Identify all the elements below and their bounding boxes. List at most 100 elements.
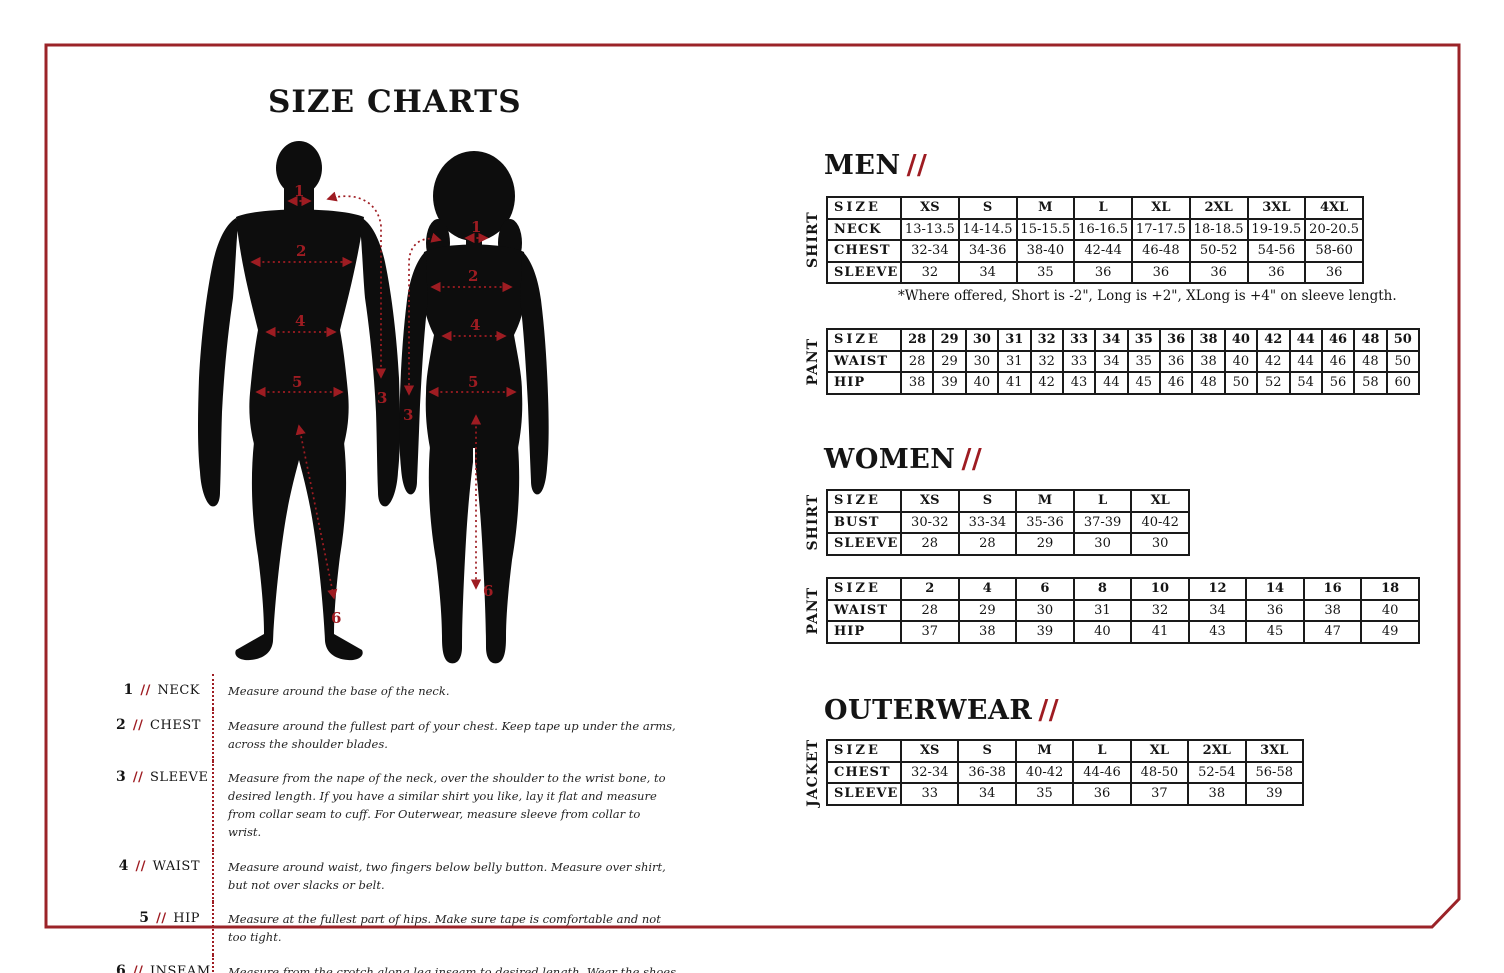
value-cell: 34-36 bbox=[957, 239, 1018, 263]
value-cell: 32 bbox=[1130, 598, 1190, 622]
header-cell: 33 bbox=[1061, 328, 1097, 352]
header-cell: SIZE bbox=[826, 489, 902, 513]
header-cell: SIZE bbox=[826, 577, 902, 601]
svg-text:4: 4 bbox=[295, 312, 305, 330]
definition-term: NECK bbox=[157, 683, 200, 698]
svg-text:6: 6 bbox=[483, 582, 493, 600]
header-cell: 29 bbox=[932, 328, 967, 352]
definition-slashes: // bbox=[140, 683, 151, 698]
svg-text:5: 5 bbox=[468, 373, 478, 391]
definition-number: 3 bbox=[116, 769, 127, 786]
header-cell: XS bbox=[900, 196, 960, 220]
header-cell: XL bbox=[1129, 739, 1190, 763]
value-cell: 54-56 bbox=[1246, 239, 1307, 263]
table-header-row: SIZE 28 29 30 31 32 33 34 35 36 38 40 42 44 46 48 50 bbox=[826, 328, 1421, 352]
header-cell: L bbox=[1073, 196, 1133, 220]
value-cell: 50 bbox=[1385, 349, 1421, 373]
outerwear-heading: OUTERWEAR// bbox=[824, 695, 1059, 726]
value-cell: 44 bbox=[1094, 371, 1129, 395]
svg-text:3: 3 bbox=[403, 406, 413, 424]
outerwear-heading-slashes: // bbox=[1038, 695, 1060, 726]
value-cell: 28 bbox=[900, 532, 960, 556]
header-cell: L bbox=[1072, 489, 1133, 513]
header-cell: 3XL bbox=[1246, 196, 1307, 220]
definition-description: Measure around the fullest part of your … bbox=[212, 708, 676, 762]
definition-term: INSEAM bbox=[150, 963, 211, 973]
header-cell: XL bbox=[1131, 196, 1191, 220]
row-label-cell: WAIST bbox=[826, 598, 902, 622]
table-row: SLEEVE 33 34 35 36 37 38 39 bbox=[826, 782, 1305, 806]
men-pant-side-label: PANT bbox=[805, 337, 821, 386]
row-label-cell: SLEEVE bbox=[826, 260, 902, 284]
table-row: BUST 30-32 33-34 35-36 37-39 40-42 bbox=[826, 510, 1190, 534]
measurement-numbers: 1 2 3 4 5 6 1 2 3 4 5 6 bbox=[292, 182, 493, 627]
value-cell: 44-46 bbox=[1072, 760, 1132, 784]
women-heading: WOMEN// bbox=[824, 444, 982, 475]
header-cell: 32 bbox=[1029, 328, 1064, 352]
header-cell: M bbox=[1015, 196, 1076, 220]
size-table: SIZE 2 4 6 8 10 12 14 16 18 WAIST 28 29 30 31 32 34 36 38 4… bbox=[826, 577, 1420, 644]
svg-text:2: 2 bbox=[296, 242, 306, 260]
svg-text:4: 4 bbox=[470, 316, 480, 334]
definition-slashes: // bbox=[132, 770, 144, 786]
definition-slashes: // bbox=[135, 858, 147, 874]
value-cell: 45 bbox=[1126, 371, 1162, 395]
header-cell: S bbox=[957, 196, 1018, 220]
header-cell: SIZE bbox=[826, 328, 902, 352]
value-cell: 30 bbox=[1072, 532, 1133, 556]
table-row: CHEST 32-34 36-38 40-42 44-46 48-50 52-54 56-58 bbox=[826, 760, 1305, 784]
value-cell: 30 bbox=[1015, 598, 1075, 622]
header-cell: 36 bbox=[1158, 328, 1194, 352]
value-cell: 37-39 bbox=[1072, 510, 1133, 534]
table-header-row: SIZE 2 4 6 8 10 12 14 16 18 bbox=[826, 577, 1420, 601]
value-cell: 36 bbox=[1245, 598, 1305, 622]
value-cell: 15-15.5 bbox=[1015, 217, 1076, 241]
men-shirt-side-label: SHIRT bbox=[805, 211, 821, 269]
female-silhouette bbox=[399, 151, 549, 664]
header-cell: 35 bbox=[1126, 328, 1162, 352]
value-cell: 16-16.5 bbox=[1073, 217, 1133, 241]
definition-number: 1 bbox=[123, 682, 134, 698]
svg-text:1: 1 bbox=[294, 182, 304, 200]
header-cell: 2XL bbox=[1187, 739, 1247, 763]
definition-number: 5 bbox=[139, 910, 150, 927]
size-table: SIZE XS S M L XL 2XL 3XL CHEST 32-34 36-38 40-42 44-… bbox=[826, 739, 1305, 806]
row-label-cell: CHEST bbox=[826, 760, 902, 784]
value-cell: 56 bbox=[1320, 371, 1356, 395]
header-cell: S bbox=[957, 489, 1018, 513]
value-cell: 30 bbox=[1130, 532, 1190, 556]
value-cell: 32 bbox=[1029, 349, 1064, 373]
header-cell: 2 bbox=[900, 577, 960, 601]
value-cell: 38 bbox=[1191, 349, 1226, 373]
value-cell: 45 bbox=[1245, 620, 1305, 644]
value-cell: 17-17.5 bbox=[1131, 217, 1191, 241]
value-cell: 48 bbox=[1191, 371, 1226, 395]
svg-text:5: 5 bbox=[292, 373, 302, 391]
value-cell: 42 bbox=[1029, 371, 1064, 395]
outerwear-jacket-table: JACKET SIZE XS S M L XL 2XL 3XL CHEST 32-34 36-38 4… bbox=[800, 739, 1305, 807]
value-cell: 19-19.5 bbox=[1246, 217, 1307, 241]
definition-label: 1 // NECK bbox=[116, 674, 212, 709]
header-cell: 14 bbox=[1245, 577, 1305, 601]
value-cell: 39 bbox=[1244, 782, 1305, 806]
table-header-row: SIZE XS S M L XL bbox=[826, 489, 1190, 513]
value-cell: 38 bbox=[1187, 782, 1247, 806]
table-row: SLEEVE 28 28 29 30 30 bbox=[826, 532, 1190, 556]
table-row: HIP 37 38 39 40 41 43 45 47 49 bbox=[826, 620, 1420, 644]
svg-text:1: 1 bbox=[471, 218, 481, 236]
row-label-cell: CHEST bbox=[826, 239, 902, 263]
value-cell: 42-44 bbox=[1073, 239, 1133, 263]
value-cell: 38 bbox=[957, 620, 1018, 644]
definition-description: Measure around the base of the neck. bbox=[212, 674, 676, 709]
definition-label: 2 // CHEST bbox=[116, 709, 212, 762]
header-cell: 46 bbox=[1320, 328, 1356, 352]
header-cell: 28 bbox=[899, 328, 935, 352]
value-cell: 31 bbox=[997, 349, 1032, 373]
value-cell: 47 bbox=[1302, 620, 1363, 644]
value-cell: 48 bbox=[1353, 349, 1388, 373]
value-cell: 28 bbox=[899, 349, 935, 373]
value-cell: 18-18.5 bbox=[1188, 217, 1249, 241]
row-label-cell: NECK bbox=[826, 217, 902, 241]
value-cell: 20-20.5 bbox=[1304, 217, 1364, 241]
value-cell: 33 bbox=[899, 782, 960, 806]
